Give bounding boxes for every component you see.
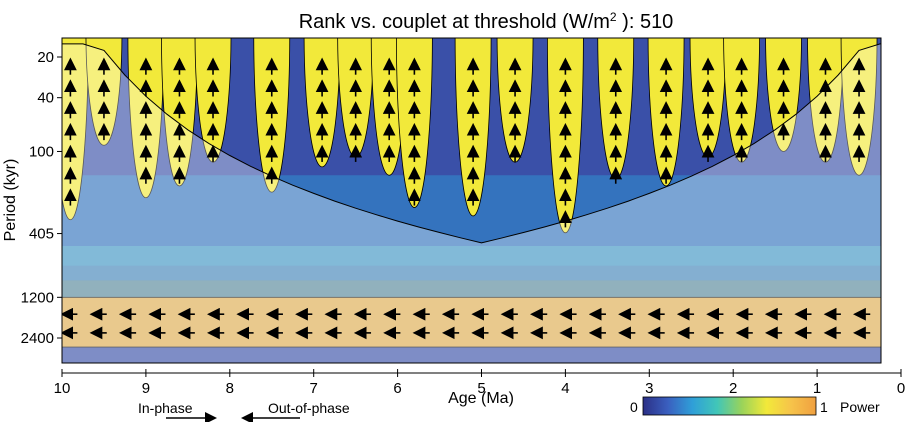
y-tick-label: 405	[29, 226, 54, 243]
phase-arrows	[62, 57, 871, 340]
out-of-phase-label: Out-of-phase	[268, 400, 350, 416]
plot-area	[62, 38, 881, 363]
x-axis-label: Age (Ma)	[448, 390, 514, 407]
x-tick-label: 3	[645, 380, 653, 397]
plot-frame	[61, 37, 882, 364]
y-tick-label: 1200	[21, 289, 54, 306]
mid-band-cyan	[62, 245, 881, 281]
y-tick-label: 100	[29, 143, 54, 160]
power-lobe	[723, 38, 760, 163]
x-tick-label: 9	[142, 380, 150, 397]
colorbar-max-label: 1	[820, 399, 828, 415]
y-tick-label: 20	[37, 49, 54, 66]
power-lobe	[496, 38, 534, 163]
colorbar-swatch	[642, 396, 817, 416]
chart-title: Rank vs. couplet at threshold (W/m2 ): 5…	[299, 10, 674, 33]
x-tick-label: 6	[393, 380, 401, 397]
cone-of-influence-shade	[62, 43, 881, 363]
x-tick-label: 0	[897, 380, 905, 397]
x-tick-label: 5	[477, 380, 485, 397]
x-tick-label: 1	[813, 380, 821, 397]
x-tick-label: 7	[310, 380, 318, 397]
power-lobe	[396, 38, 433, 208]
x-tick-label: 2	[729, 380, 737, 397]
x-tick-label: 8	[226, 380, 234, 397]
colorbar: 0 1 Power	[630, 396, 880, 416]
power-lobe	[194, 38, 232, 163]
cone-of-influence-line	[62, 43, 881, 244]
y-axis-label: Period (kyr)	[2, 159, 19, 242]
x-tick-label: 4	[561, 380, 569, 397]
colorbar-min-label: 0	[630, 399, 638, 415]
x-axis: 10 9 8 7 6 5 4 3 2 1 0	[54, 369, 905, 397]
colorbar-unit-label: Power	[840, 399, 880, 415]
y-tick-label: 2400	[21, 330, 54, 347]
x-tick-label: 10	[54, 380, 71, 397]
in-phase-label: In-phase	[138, 400, 193, 416]
mid-band-green	[62, 280, 881, 298]
phase-legend: In-phase Out-of-phase	[138, 400, 350, 422]
y-axis: 20 40 100 405 1200 2400	[21, 49, 62, 347]
y-tick-label: 40	[37, 90, 54, 107]
